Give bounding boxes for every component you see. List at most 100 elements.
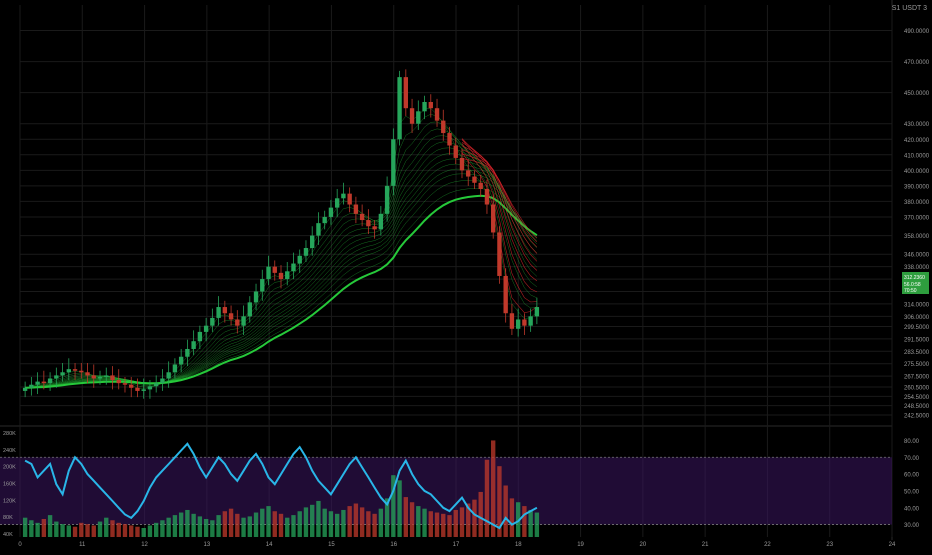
volume-bar: [522, 506, 527, 537]
volume-tick-label: 200K: [3, 465, 16, 471]
candle-body: [222, 307, 228, 314]
price-tag-line-2: 56.0:58: [904, 282, 921, 288]
candle-body: [509, 313, 515, 329]
candle-body: [366, 220, 371, 227]
time-tick-label: 23: [826, 542, 833, 548]
candle-body: [91, 375, 96, 379]
volume-bar: [141, 527, 146, 537]
candle-body: [54, 375, 59, 379]
volume-bar: [384, 498, 390, 537]
candle-body: [141, 389, 146, 391]
candle-body: [216, 307, 221, 318]
volume-bar: [222, 511, 228, 537]
volume-bar: [353, 503, 359, 537]
volume-bar: [285, 517, 290, 537]
price-tag: 312.2360 56.0:58 70:50: [902, 272, 929, 294]
candle-body: [297, 255, 302, 264]
volume-bar: [160, 520, 165, 537]
volume-bar: [122, 524, 128, 537]
volume-bar: [447, 515, 452, 537]
candle-body: [22, 387, 28, 391]
volume-bar: [491, 440, 496, 537]
volume-bar: [366, 511, 371, 537]
volume-bar: [434, 512, 440, 537]
candle-body: [416, 111, 421, 124]
volume-bar: [484, 459, 490, 537]
candle-body: [197, 331, 203, 342]
volume-bar: [253, 512, 259, 537]
grid-layer: [0, 0, 893, 540]
candle-body: [422, 101, 427, 112]
candle-body: [178, 356, 184, 365]
candle-body: [266, 266, 271, 280]
candle-body: [497, 232, 502, 276]
price-tick-label: 470.0000: [904, 60, 930, 66]
candle-body: [472, 176, 477, 183]
ribbon-line-down: [461, 158, 538, 239]
volume-bar: [85, 524, 90, 537]
price-tick-label: 314.0000: [904, 302, 930, 308]
volume-bar: [472, 499, 477, 537]
candle-body: [491, 204, 496, 233]
volume-bar: [310, 504, 315, 537]
volume-bar: [272, 511, 277, 537]
candle-body: [85, 372, 90, 376]
candle-body: [241, 316, 246, 326]
volume-bar: [185, 509, 190, 537]
price-tick-label: 490.0000: [904, 29, 930, 35]
candle-body: [453, 145, 458, 158]
volume-bar: [266, 506, 271, 537]
symbol-label: S1 USDT 3: [892, 5, 927, 12]
candle-body: [203, 325, 209, 332]
rsi-tick-label: 50.00: [904, 489, 920, 495]
volume-bar: [478, 491, 483, 537]
price-tick-label: 267.5000: [904, 375, 930, 381]
volume-bar: [29, 520, 34, 537]
time-tick-label: 18: [515, 542, 522, 548]
volume-tick-label: 120K: [3, 498, 16, 504]
volume-bar: [147, 525, 153, 537]
candle-body: [110, 375, 115, 381]
time-tick-label: 14: [266, 542, 273, 548]
candle-body: [359, 213, 365, 221]
candle-body: [484, 188, 490, 205]
price-tick-label: 248.5000: [904, 404, 930, 410]
candle-body: [341, 193, 346, 199]
candle-body: [409, 108, 415, 124]
time-tick-label: 19: [577, 542, 584, 548]
time-tick-label: 16: [390, 542, 397, 548]
candle-body: [278, 272, 284, 280]
volume-bar: [228, 508, 234, 537]
volume-bar: [278, 513, 284, 537]
volume-bar: [378, 508, 384, 537]
volume-bar: [153, 522, 159, 537]
rsi-tick-label: 80.00: [904, 439, 920, 445]
ribbon-line: [25, 135, 538, 389]
candle-body: [515, 319, 521, 329]
time-tick-label: 13: [204, 542, 211, 548]
candle-body: [353, 204, 359, 214]
volume-bar: [260, 508, 265, 537]
candle-body: [303, 248, 309, 256]
candle-body: [428, 101, 433, 109]
candle-body: [47, 378, 53, 384]
volume-tick-label: 80K: [3, 515, 13, 521]
ribbon-line-down: [461, 145, 538, 254]
candle-body: [166, 372, 171, 379]
volume-bar: [110, 520, 115, 537]
volume-bar: [247, 516, 252, 537]
candle-body: [403, 77, 409, 109]
candle-body: [334, 198, 340, 208]
volume-bar: [210, 520, 215, 537]
candle-body: [503, 275, 508, 314]
volume-bar: [91, 525, 96, 537]
candle-body: [66, 369, 71, 373]
volume-bar: [359, 507, 365, 537]
candle-body: [528, 316, 533, 326]
volume-bar: [466, 503, 471, 537]
volume-bar: [60, 524, 65, 537]
price-tick-label: 283.5000: [904, 350, 930, 356]
candle-body: [441, 120, 446, 134]
candle-body: [29, 384, 34, 388]
